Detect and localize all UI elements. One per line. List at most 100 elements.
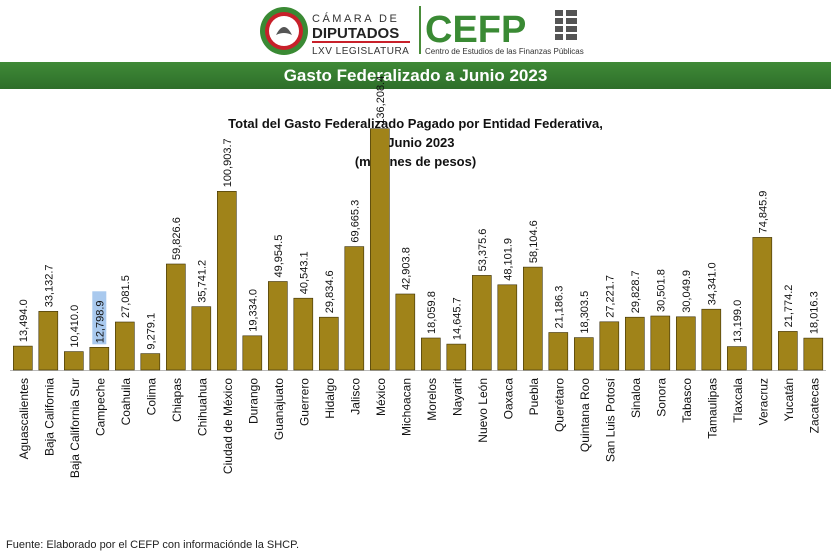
- category-label: México: [374, 378, 388, 416]
- org-name-line2: DIPUTADOS: [312, 25, 399, 42]
- bar: [38, 310, 59, 371]
- category-label: Nuevo León: [476, 378, 490, 443]
- category-label: Tamaulipas: [705, 378, 719, 439]
- data-label: 10,410.0: [69, 305, 81, 348]
- data-label: 21,186.3: [553, 286, 565, 329]
- cefp-grid-icon: [555, 10, 577, 40]
- header: CÁMARA DE DIPUTADOS LXV LEGISLATURA CEFP…: [0, 0, 831, 62]
- bar: [777, 331, 798, 371]
- data-label: 9,279.1: [145, 313, 157, 350]
- category-label: San Luis Potosí: [603, 377, 617, 462]
- category-label: Yucatán: [782, 378, 796, 421]
- data-label: 14,645.7: [451, 297, 463, 340]
- bar: [267, 281, 288, 371]
- bar: [344, 246, 365, 371]
- category-label: Colima: [144, 378, 158, 416]
- data-label: 58,104.6: [528, 220, 540, 263]
- chart-title-line1: Total del Gasto Federalizado Pagado por …: [228, 116, 603, 131]
- bar: [752, 237, 773, 371]
- data-label: 18,303.5: [579, 291, 591, 334]
- category-label: Tabasco: [680, 378, 694, 423]
- data-label: 33,132.7: [43, 264, 55, 307]
- data-label: 18,059.8: [426, 291, 438, 334]
- data-label: 69,665.3: [349, 200, 361, 243]
- data-label: 21,774.2: [783, 285, 795, 328]
- bar: [803, 337, 824, 371]
- bar: [573, 337, 594, 371]
- seal-eagle-icon: [276, 27, 292, 35]
- bar: [420, 337, 441, 371]
- category-label: Campeche: [93, 378, 107, 436]
- data-label: 48,101.9: [502, 238, 514, 281]
- category-label: Michoacan: [399, 378, 413, 436]
- bar: [13, 345, 33, 371]
- bar: [191, 306, 212, 371]
- bar: [64, 351, 84, 371]
- logo-divider: [419, 6, 421, 54]
- category-label: Sonora: [654, 378, 668, 417]
- bar: [675, 316, 696, 371]
- org-name-line3: LXV LEGISLATURA: [312, 46, 409, 57]
- data-label: 13,494.0: [18, 299, 30, 342]
- data-label: 30,501.8: [655, 269, 667, 312]
- org-rule: [312, 41, 410, 43]
- data-label: 35,741.2: [196, 260, 208, 303]
- category-label: Jalisco: [348, 378, 362, 415]
- data-label: 19,334.0: [247, 289, 259, 332]
- category-label: Zacatecas: [807, 378, 821, 433]
- cefp-subtitle: Centro de Estudios de las Finanzas Públi…: [425, 47, 584, 56]
- bar: [497, 284, 518, 371]
- bar: [548, 332, 569, 371]
- bar: [471, 275, 492, 371]
- bar: [395, 293, 416, 371]
- data-label: 29,828.7: [630, 270, 642, 313]
- bar: [318, 316, 339, 371]
- bar: [369, 128, 390, 371]
- banner: [0, 62, 831, 89]
- data-label: 136,208.4: [375, 76, 387, 125]
- category-label: Chihuahua: [195, 378, 209, 436]
- bar: [217, 191, 237, 371]
- bar: [650, 315, 671, 371]
- bar: [522, 266, 543, 371]
- bar: [599, 321, 620, 371]
- category-label: Oaxaca: [501, 378, 515, 420]
- bar: [140, 353, 161, 371]
- category-label: Quintana Roo: [578, 378, 592, 452]
- bar: [701, 308, 722, 371]
- data-label: 74,845.9: [757, 191, 769, 234]
- category-label: Morelos: [425, 378, 439, 421]
- data-label: 30,049.9: [681, 270, 693, 313]
- camara-de-diputados-logo: CÁMARA DE DIPUTADOS LXV LEGISLATURA: [260, 7, 410, 57]
- category-label: Tlaxcala: [731, 378, 745, 423]
- category-label: Hidalgo: [323, 378, 337, 419]
- category-label: Baja California: [42, 378, 56, 456]
- data-label: 49,954.5: [273, 235, 285, 278]
- data-label: 53,375.6: [477, 229, 489, 272]
- cefp-acronym: CEFP: [425, 9, 526, 51]
- category-label: Guerrero: [297, 378, 311, 426]
- data-label: 34,341.0: [706, 262, 718, 305]
- category-label: Guanajuato: [272, 378, 286, 440]
- category-label: Chiapas: [170, 378, 184, 422]
- bar: [624, 316, 645, 371]
- data-label: 27,221.7: [604, 275, 616, 318]
- data-label-highlight: [92, 291, 107, 345]
- bar: [242, 335, 263, 371]
- category-label: Sinaloa: [629, 378, 643, 418]
- source-note: Fuente: Elaborado por el CEFP con inform…: [6, 539, 300, 551]
- category-label: Baja California Sur: [68, 378, 82, 478]
- data-label: 29,834.6: [324, 270, 336, 313]
- category-label: Aguascalientes: [17, 378, 31, 459]
- bar: [293, 297, 314, 371]
- category-label: Querétaro: [552, 378, 566, 432]
- bar: [726, 346, 747, 371]
- bar: [115, 321, 135, 371]
- cefp-logo: CEFP Centro de Estudios de las Finanzas …: [425, 9, 584, 56]
- org-name-line1: CÁMARA DE: [312, 12, 399, 25]
- bar: [166, 263, 186, 371]
- data-label: 13,199.0: [732, 300, 744, 343]
- bar: [89, 346, 110, 371]
- category-label: Puebla: [527, 378, 541, 416]
